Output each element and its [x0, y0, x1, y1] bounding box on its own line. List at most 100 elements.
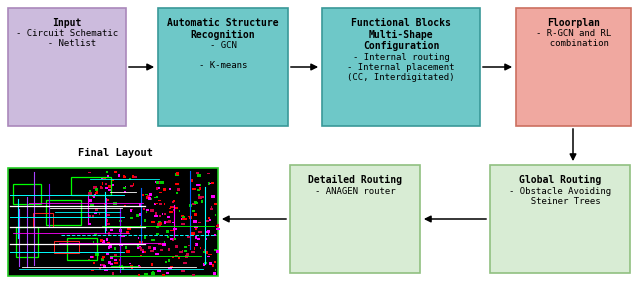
FancyBboxPatch shape	[170, 266, 173, 268]
FancyBboxPatch shape	[195, 236, 197, 239]
FancyBboxPatch shape	[100, 239, 103, 242]
FancyBboxPatch shape	[146, 208, 149, 211]
FancyBboxPatch shape	[163, 213, 166, 215]
FancyBboxPatch shape	[103, 178, 106, 179]
FancyBboxPatch shape	[115, 262, 118, 264]
FancyBboxPatch shape	[92, 216, 94, 218]
FancyBboxPatch shape	[199, 187, 202, 190]
FancyBboxPatch shape	[207, 230, 210, 233]
FancyBboxPatch shape	[104, 269, 108, 271]
FancyBboxPatch shape	[175, 245, 179, 248]
FancyBboxPatch shape	[93, 241, 94, 243]
FancyBboxPatch shape	[100, 187, 102, 189]
FancyBboxPatch shape	[89, 199, 92, 202]
FancyBboxPatch shape	[120, 231, 122, 234]
FancyBboxPatch shape	[152, 271, 154, 273]
FancyBboxPatch shape	[140, 249, 143, 251]
FancyBboxPatch shape	[195, 243, 198, 246]
FancyBboxPatch shape	[182, 218, 184, 220]
FancyBboxPatch shape	[200, 231, 202, 233]
FancyBboxPatch shape	[130, 208, 132, 210]
FancyBboxPatch shape	[144, 219, 146, 222]
FancyBboxPatch shape	[99, 267, 100, 270]
FancyBboxPatch shape	[121, 235, 125, 237]
FancyBboxPatch shape	[108, 233, 110, 235]
FancyBboxPatch shape	[122, 268, 124, 270]
FancyBboxPatch shape	[170, 229, 174, 231]
FancyBboxPatch shape	[110, 263, 113, 266]
FancyBboxPatch shape	[204, 249, 206, 251]
FancyBboxPatch shape	[490, 165, 630, 273]
FancyBboxPatch shape	[136, 214, 140, 217]
FancyBboxPatch shape	[200, 247, 201, 249]
Text: Global Routing: Global Routing	[519, 175, 601, 185]
FancyBboxPatch shape	[93, 186, 97, 189]
FancyBboxPatch shape	[197, 174, 201, 177]
FancyBboxPatch shape	[150, 250, 154, 252]
FancyBboxPatch shape	[108, 243, 110, 244]
FancyBboxPatch shape	[216, 225, 219, 227]
FancyBboxPatch shape	[168, 259, 170, 262]
FancyBboxPatch shape	[145, 194, 148, 195]
FancyBboxPatch shape	[95, 253, 99, 256]
FancyBboxPatch shape	[93, 194, 96, 197]
FancyBboxPatch shape	[161, 181, 164, 183]
FancyBboxPatch shape	[88, 192, 92, 195]
FancyBboxPatch shape	[181, 270, 184, 272]
Text: - R-GCN and RL: - R-GCN and RL	[536, 30, 611, 39]
FancyBboxPatch shape	[191, 251, 195, 253]
FancyBboxPatch shape	[115, 248, 116, 250]
FancyBboxPatch shape	[142, 250, 145, 252]
FancyBboxPatch shape	[173, 209, 175, 212]
FancyBboxPatch shape	[174, 238, 175, 241]
FancyBboxPatch shape	[166, 216, 170, 218]
FancyBboxPatch shape	[157, 224, 161, 226]
FancyBboxPatch shape	[90, 204, 94, 207]
FancyBboxPatch shape	[8, 168, 218, 276]
FancyBboxPatch shape	[156, 181, 159, 184]
FancyBboxPatch shape	[111, 256, 113, 259]
FancyBboxPatch shape	[159, 215, 161, 217]
FancyBboxPatch shape	[104, 220, 108, 222]
FancyBboxPatch shape	[100, 258, 104, 261]
FancyBboxPatch shape	[204, 262, 207, 264]
FancyBboxPatch shape	[195, 228, 197, 230]
FancyBboxPatch shape	[210, 208, 212, 210]
FancyBboxPatch shape	[124, 176, 126, 178]
FancyBboxPatch shape	[196, 172, 199, 174]
FancyBboxPatch shape	[127, 231, 129, 234]
FancyBboxPatch shape	[123, 175, 125, 178]
FancyBboxPatch shape	[131, 185, 133, 187]
FancyBboxPatch shape	[88, 215, 92, 217]
FancyBboxPatch shape	[140, 225, 141, 228]
Text: Final Layout: Final Layout	[77, 148, 152, 158]
FancyBboxPatch shape	[108, 189, 111, 191]
FancyBboxPatch shape	[127, 227, 131, 230]
FancyBboxPatch shape	[148, 197, 151, 200]
FancyBboxPatch shape	[180, 223, 184, 225]
FancyBboxPatch shape	[290, 165, 420, 273]
FancyBboxPatch shape	[93, 196, 95, 198]
FancyBboxPatch shape	[197, 189, 200, 191]
FancyBboxPatch shape	[161, 248, 163, 251]
FancyBboxPatch shape	[195, 244, 196, 245]
FancyBboxPatch shape	[208, 182, 210, 185]
FancyBboxPatch shape	[175, 255, 179, 256]
FancyBboxPatch shape	[91, 256, 94, 258]
Text: combination: combination	[539, 39, 609, 49]
FancyBboxPatch shape	[195, 201, 197, 203]
FancyBboxPatch shape	[172, 201, 174, 203]
FancyBboxPatch shape	[207, 256, 210, 257]
FancyBboxPatch shape	[177, 188, 180, 191]
FancyBboxPatch shape	[172, 206, 174, 207]
FancyBboxPatch shape	[97, 191, 98, 193]
FancyBboxPatch shape	[111, 184, 114, 186]
FancyBboxPatch shape	[205, 238, 207, 240]
FancyBboxPatch shape	[114, 247, 116, 250]
FancyBboxPatch shape	[193, 247, 195, 250]
FancyBboxPatch shape	[158, 187, 160, 189]
FancyBboxPatch shape	[211, 206, 212, 208]
FancyBboxPatch shape	[209, 254, 212, 255]
FancyBboxPatch shape	[196, 184, 200, 186]
FancyBboxPatch shape	[106, 238, 108, 241]
